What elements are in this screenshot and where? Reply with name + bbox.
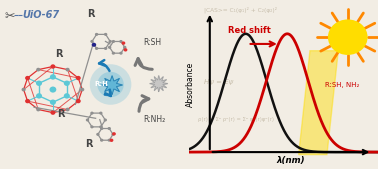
Circle shape <box>112 52 115 55</box>
Circle shape <box>65 108 70 111</box>
Text: λ(nm): λ(nm) <box>277 156 305 165</box>
Circle shape <box>124 48 127 52</box>
Circle shape <box>108 127 111 130</box>
Circle shape <box>25 76 30 80</box>
Text: ρ(r) = Σᴿ ρᴿ(r) = Σᴿ φᴿ(r)φᴿ(r): ρ(r) = Σᴿ ρᴿ(r) = Σᴿ φᴿ(r)φᴿ(r) <box>198 117 274 122</box>
Circle shape <box>51 110 56 115</box>
Circle shape <box>22 88 26 91</box>
Circle shape <box>100 139 103 142</box>
Circle shape <box>100 127 103 130</box>
Text: R: R <box>87 9 94 19</box>
Text: |CAS>= C₁(φ₁)² + C₂(φ₂)²: |CAS>= C₁(φ₁)² + C₂(φ₂)² <box>204 7 277 13</box>
Text: R: R <box>85 139 93 149</box>
Text: R:H: R:H <box>94 81 108 88</box>
Circle shape <box>25 99 30 103</box>
Circle shape <box>90 112 94 115</box>
Text: Absorbance: Absorbance <box>186 62 195 107</box>
Circle shape <box>122 41 125 45</box>
Polygon shape <box>150 76 168 92</box>
Circle shape <box>86 118 89 122</box>
Circle shape <box>95 47 98 50</box>
Text: Red shift: Red shift <box>228 27 271 35</box>
Circle shape <box>64 93 70 99</box>
Text: ✂: ✂ <box>5 10 15 23</box>
Polygon shape <box>299 51 338 155</box>
Circle shape <box>36 81 42 86</box>
Circle shape <box>95 33 98 36</box>
Circle shape <box>123 46 126 49</box>
Circle shape <box>99 125 102 128</box>
Ellipse shape <box>97 72 124 97</box>
Circle shape <box>112 40 115 43</box>
Circle shape <box>50 100 56 105</box>
Circle shape <box>108 46 111 49</box>
Circle shape <box>36 108 40 111</box>
Circle shape <box>99 112 102 115</box>
Text: UiO-67: UiO-67 <box>22 10 59 20</box>
Text: R:SH: R:SH <box>144 38 162 47</box>
Circle shape <box>328 19 367 55</box>
Ellipse shape <box>90 64 132 105</box>
Circle shape <box>104 33 107 36</box>
Circle shape <box>119 52 122 55</box>
Text: R: R <box>55 50 62 59</box>
Circle shape <box>96 133 99 136</box>
Circle shape <box>36 68 40 71</box>
Circle shape <box>91 43 96 47</box>
Circle shape <box>80 88 84 91</box>
Circle shape <box>90 125 94 128</box>
Text: Hψ = Eψ: Hψ = Eψ <box>204 79 233 86</box>
Circle shape <box>76 76 81 80</box>
Circle shape <box>50 74 56 80</box>
Circle shape <box>104 47 107 50</box>
Circle shape <box>108 139 111 142</box>
Circle shape <box>104 118 107 122</box>
Polygon shape <box>102 76 122 94</box>
Circle shape <box>110 139 113 142</box>
Circle shape <box>76 99 81 103</box>
Circle shape <box>90 40 94 43</box>
Text: R:SH, NH₂: R:SH, NH₂ <box>325 81 359 88</box>
Circle shape <box>112 133 115 136</box>
Circle shape <box>112 132 116 136</box>
Circle shape <box>64 81 70 86</box>
Text: R: R <box>57 109 64 119</box>
Circle shape <box>119 40 122 43</box>
Circle shape <box>36 93 42 99</box>
Text: R:NH₂: R:NH₂ <box>144 115 166 124</box>
Circle shape <box>65 68 70 71</box>
Circle shape <box>50 87 56 93</box>
Circle shape <box>51 64 56 69</box>
Circle shape <box>108 40 112 43</box>
